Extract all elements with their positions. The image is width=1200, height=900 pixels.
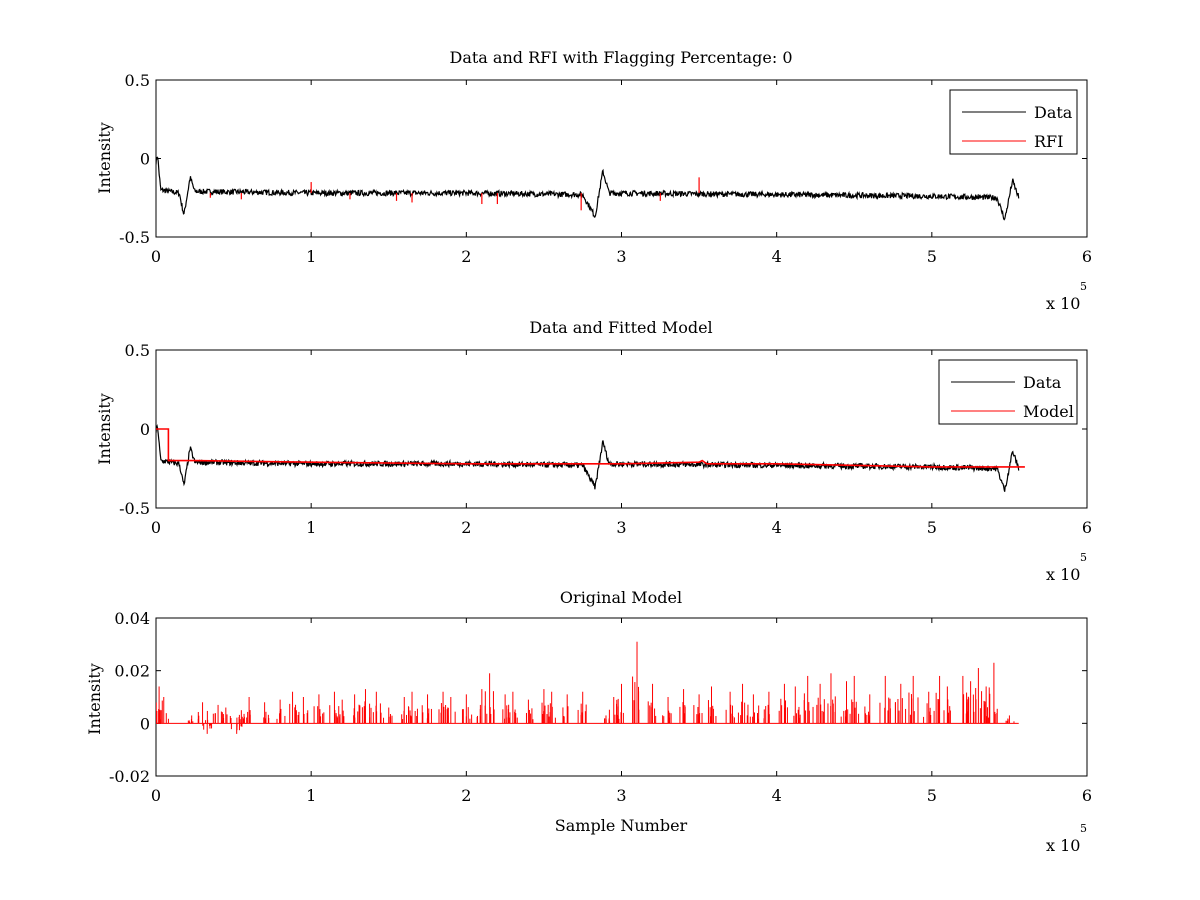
x-tick-label: 2: [461, 518, 471, 537]
x-multiplier-exponent: 5: [1080, 551, 1087, 564]
legend-label: Model: [1023, 402, 1074, 421]
x-tick-label: 3: [616, 518, 626, 537]
series-group: [156, 156, 1020, 221]
y-tick-label: -0.5: [119, 499, 150, 518]
x-tick-label: 0: [151, 786, 161, 805]
panel-title: Data and Fitted Model: [529, 318, 712, 337]
x-multiplier-exponent: 5: [1080, 822, 1087, 835]
legend-label: Data: [1023, 373, 1062, 392]
y-axis-label: Intensity: [85, 663, 104, 735]
y-tick-label: 0.5: [125, 71, 150, 90]
series-line-data: [156, 424, 1020, 492]
x-tick-label: 5: [927, 786, 937, 805]
axes-frame: [155, 349, 1088, 509]
panel-title: Original Model: [560, 588, 682, 607]
legend-label: RFI: [1034, 132, 1063, 151]
x-tick-label: 6: [1082, 247, 1092, 266]
y-tick-label: 0: [140, 150, 150, 169]
x-tick-label: 3: [616, 786, 626, 805]
panel-fitted-model: Data and Fitted Model Intensity 0 1 2 3 4 5 6 0…: [95, 318, 1092, 584]
y-axis-label: Intensity: [95, 122, 114, 194]
panel-title: Data and RFI with Flagging Percentage: 0: [449, 48, 792, 67]
series-group: [156, 424, 1025, 492]
x-tick-label: 0: [151, 518, 161, 537]
y-tick-label: 0.04: [114, 609, 150, 628]
x-tick-label: 5: [927, 247, 937, 266]
y-tick-label: 0.02: [114, 662, 150, 681]
x-tick-label: 2: [461, 247, 471, 266]
legend-box: [938, 359, 1078, 425]
series-line-model: [156, 428, 1025, 468]
x-tick-label: 5: [927, 518, 937, 537]
x-multiplier: x 10: [1046, 294, 1080, 313]
y-tick-label: -0.5: [119, 228, 150, 247]
panel-original-model: Original Model Intensity Sample Number 0…: [85, 588, 1092, 855]
y-tick-label: 0: [140, 420, 150, 439]
series-group: [156, 641, 1019, 734]
panel-data-rfi: Data and RFI with Flagging Percentage: 0…: [95, 48, 1092, 313]
plot-area: 0 1 2 3 4 5 60.040.020-0.02: [109, 609, 1092, 805]
x-tick-label: 4: [772, 786, 782, 805]
x-axis-label: Sample Number: [555, 816, 688, 835]
x-tick-label: 4: [772, 518, 782, 537]
x-tick-label: 1: [306, 518, 316, 537]
x-tick-label: 1: [306, 786, 316, 805]
axes-frame: [155, 79, 1088, 238]
x-tick-label: 6: [1082, 786, 1092, 805]
y-tick-label: -0.02: [109, 767, 150, 786]
y-tick-label: 0.5: [125, 341, 150, 360]
x-tick-label: 4: [772, 247, 782, 266]
x-multiplier: x 10: [1046, 836, 1080, 855]
x-tick-label: 0: [151, 247, 161, 266]
x-multiplier: x 10: [1046, 565, 1080, 584]
x-tick-label: 2: [461, 786, 471, 805]
series-line-data: [156, 156, 1020, 221]
legend-label: Data: [1034, 103, 1073, 122]
legend-box: [949, 89, 1078, 155]
y-axis-label: Intensity: [95, 393, 114, 465]
x-tick-label: 1: [306, 247, 316, 266]
x-tick-label: 3: [616, 247, 626, 266]
y-tick-label: 0: [140, 714, 150, 733]
x-tick-label: 6: [1082, 518, 1092, 537]
x-multiplier-exponent: 5: [1080, 280, 1087, 293]
